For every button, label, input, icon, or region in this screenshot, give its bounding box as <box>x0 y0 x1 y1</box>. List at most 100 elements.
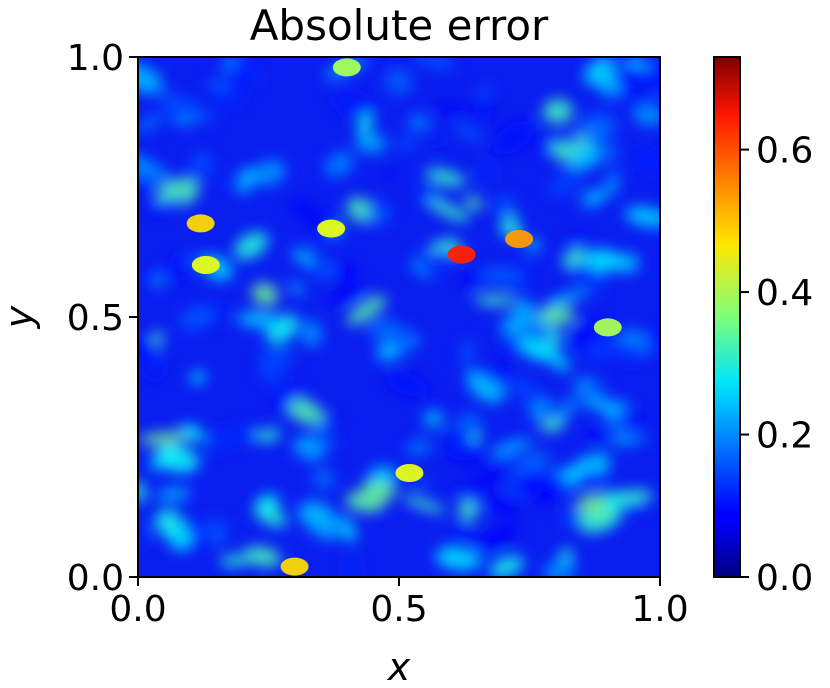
texture-blob <box>408 114 430 131</box>
texture-blob <box>493 120 535 155</box>
texture-blob <box>582 276 603 298</box>
texture-blob <box>244 546 282 567</box>
texture-blob <box>613 64 656 90</box>
texture-blob <box>355 133 387 154</box>
texture-blob <box>145 197 186 215</box>
texture-blob <box>562 248 585 268</box>
texture-blob <box>423 415 444 426</box>
texture-blob <box>252 160 286 186</box>
texture-blob <box>150 121 165 134</box>
texture-blob <box>219 554 252 567</box>
texture-blob <box>138 114 163 133</box>
texture-blob <box>234 231 269 260</box>
texture-blob <box>478 267 526 285</box>
texture-blob <box>611 342 645 363</box>
texture-blob <box>435 547 482 571</box>
texture-blob <box>366 201 389 226</box>
hotspot <box>395 464 424 482</box>
texture-blob <box>313 517 351 540</box>
texture-blob <box>251 283 279 306</box>
texture-blob <box>332 90 376 119</box>
texture-blob <box>361 481 397 499</box>
texture-blob <box>508 376 543 406</box>
texture-blob <box>492 195 515 214</box>
texture-blob <box>169 255 188 282</box>
texture-blob <box>138 432 187 445</box>
texture-blob <box>449 485 493 507</box>
texture-blob <box>324 151 354 177</box>
texture-blob <box>633 105 660 127</box>
y-tick-label: 1.0 <box>67 38 124 79</box>
texture-blob <box>458 500 478 521</box>
texture-blob <box>169 527 193 551</box>
texture-blob <box>477 86 493 97</box>
hotspot <box>317 219 346 238</box>
texture-blob <box>466 369 504 403</box>
texture-blob <box>464 196 482 210</box>
texture-blob <box>500 309 535 334</box>
x-axis: 0.0 0.5 1.0 <box>109 577 689 630</box>
texture-blob <box>591 139 619 164</box>
texture-blob <box>411 57 455 70</box>
texture-blob <box>312 468 335 490</box>
hotspot <box>593 318 622 337</box>
texture-blob <box>512 450 552 480</box>
texture-blob <box>481 522 518 553</box>
texture-blob <box>287 281 305 296</box>
texture-blob <box>544 291 584 309</box>
texture-blob <box>583 249 624 272</box>
texture-blob <box>346 295 387 325</box>
texture-blob <box>258 349 294 370</box>
texture-blob <box>227 178 256 188</box>
texture-blob <box>587 432 618 442</box>
texture-blob <box>406 438 432 458</box>
texture-blob <box>291 199 317 217</box>
texture-blob <box>519 337 561 362</box>
texture-blob <box>228 59 259 88</box>
texture-blob <box>190 370 206 385</box>
texture-blob <box>253 503 287 528</box>
texture-blob <box>206 429 234 453</box>
y-axis: 0.0 0.5 1.0 <box>67 38 138 599</box>
texture-blob <box>254 428 281 442</box>
texture-blob <box>237 311 281 328</box>
texture-blob <box>209 87 245 108</box>
texture-blob <box>539 307 575 325</box>
texture-blob <box>178 424 205 442</box>
texture-blob <box>368 319 402 341</box>
texture-blob <box>477 160 495 184</box>
texture-blob <box>138 63 164 95</box>
texture-blob <box>546 330 563 344</box>
texture-blob <box>453 121 483 143</box>
texture-blob <box>568 233 585 249</box>
texture-blob <box>547 168 581 197</box>
texture-blob <box>581 396 624 414</box>
texture-blob <box>615 407 641 426</box>
texture-blob <box>432 102 467 116</box>
texture-blob <box>645 326 660 351</box>
texture-blob <box>568 141 599 170</box>
texture-blob <box>583 382 606 402</box>
texture-blob <box>624 206 660 228</box>
plot-area <box>138 57 660 577</box>
texture-blob <box>257 364 285 388</box>
texture-blob <box>358 111 373 138</box>
heatmap-texture <box>138 57 660 577</box>
texture-blob <box>562 506 584 526</box>
texture-blob <box>206 305 232 327</box>
colorbar-tick-label: 0.6 <box>756 131 813 172</box>
colorbar-frame <box>713 56 741 578</box>
texture-blob <box>423 404 444 417</box>
hotspot <box>280 557 309 576</box>
texture-blob <box>328 286 370 304</box>
hotspot <box>191 256 220 274</box>
texture-blob <box>583 57 615 86</box>
texture-blob <box>382 169 396 180</box>
texture-blob <box>183 163 218 181</box>
hotspot <box>332 58 361 77</box>
texture-blob <box>443 435 485 465</box>
hotspot <box>505 230 534 248</box>
texture-blob <box>138 524 148 548</box>
texture-blob <box>539 419 566 432</box>
x-tick-label: 0.5 <box>370 589 427 630</box>
